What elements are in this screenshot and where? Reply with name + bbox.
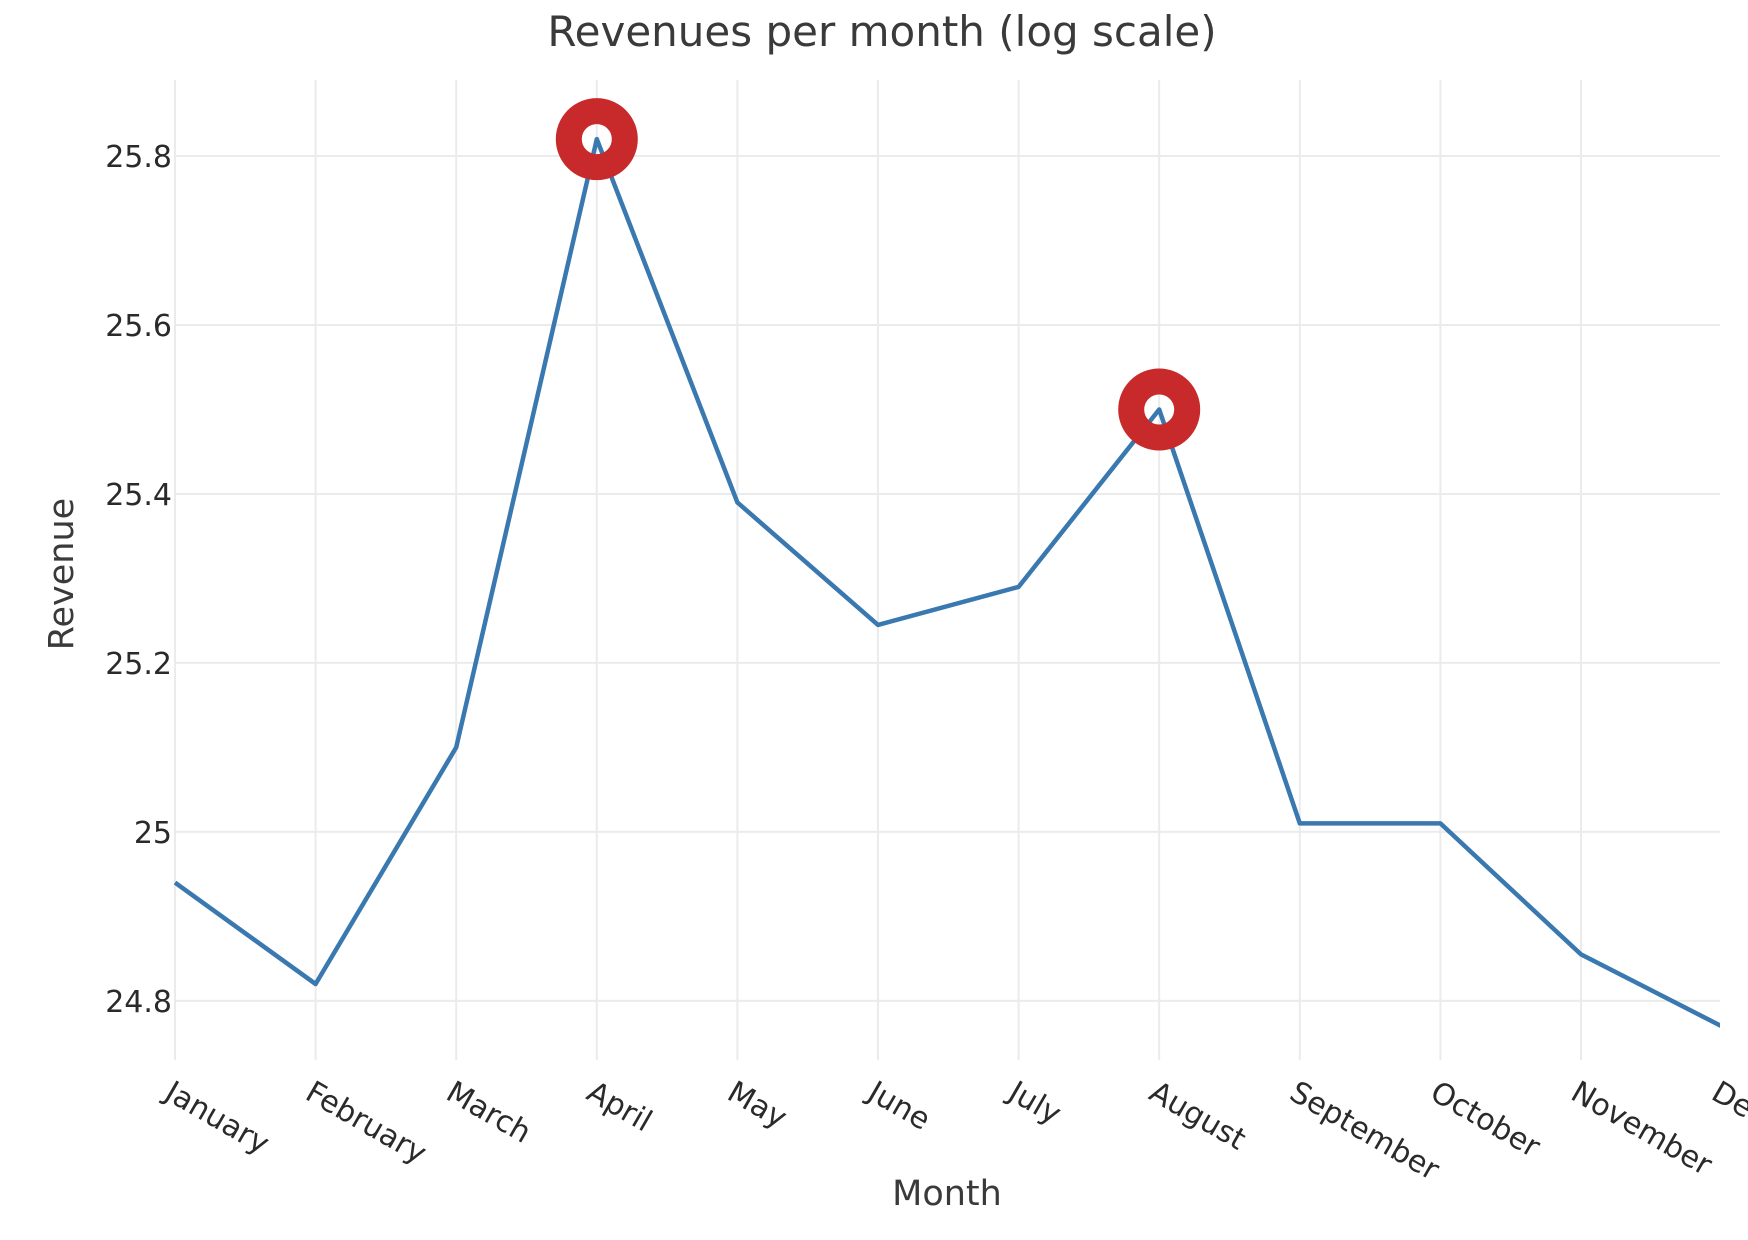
y-tick-label: 25.6 [105,309,172,344]
x-tick-label: April [581,1075,658,1140]
x-tick-label: November [1565,1075,1718,1184]
x-tick-label: June [860,1074,936,1138]
x-tick-label: September [1284,1075,1446,1189]
series-layer [173,136,1720,1028]
y-tick-label: 25.2 [105,647,172,682]
highlight-marker[interactable] [555,98,638,181]
x-tick-label: March [440,1075,537,1151]
grid-lines [174,80,1720,1060]
x-tick-label: De [1706,1075,1748,1126]
highlight-marker[interactable] [1118,368,1201,451]
y-axis-title: Revenue [42,498,82,650]
chart-title: Revenues per month (log scale) [547,7,1216,56]
y-tick-label: 25 [134,816,172,851]
x-tick-label: May [721,1075,792,1136]
y-axis-ticks: 24.8 25 25.2 25.4 25.6 25.8 [105,140,172,1020]
x-tick-label: August [1143,1075,1252,1158]
x-tick-label: October [1424,1075,1546,1166]
highlight-markers [555,98,1201,451]
x-tick-label: January [157,1074,275,1162]
x-tick-label: February [300,1075,433,1172]
x-axis-ticks: January February March April May June July Augu… [157,1074,1748,1189]
x-axis-title: Month [892,1174,1002,1214]
y-tick-label: 25.4 [105,478,172,513]
x-tick-label: July [1001,1074,1067,1132]
y-tick-label: 25.8 [105,140,172,175]
revenue-line [173,136,1720,1028]
y-tick-label: 24.8 [105,985,172,1020]
